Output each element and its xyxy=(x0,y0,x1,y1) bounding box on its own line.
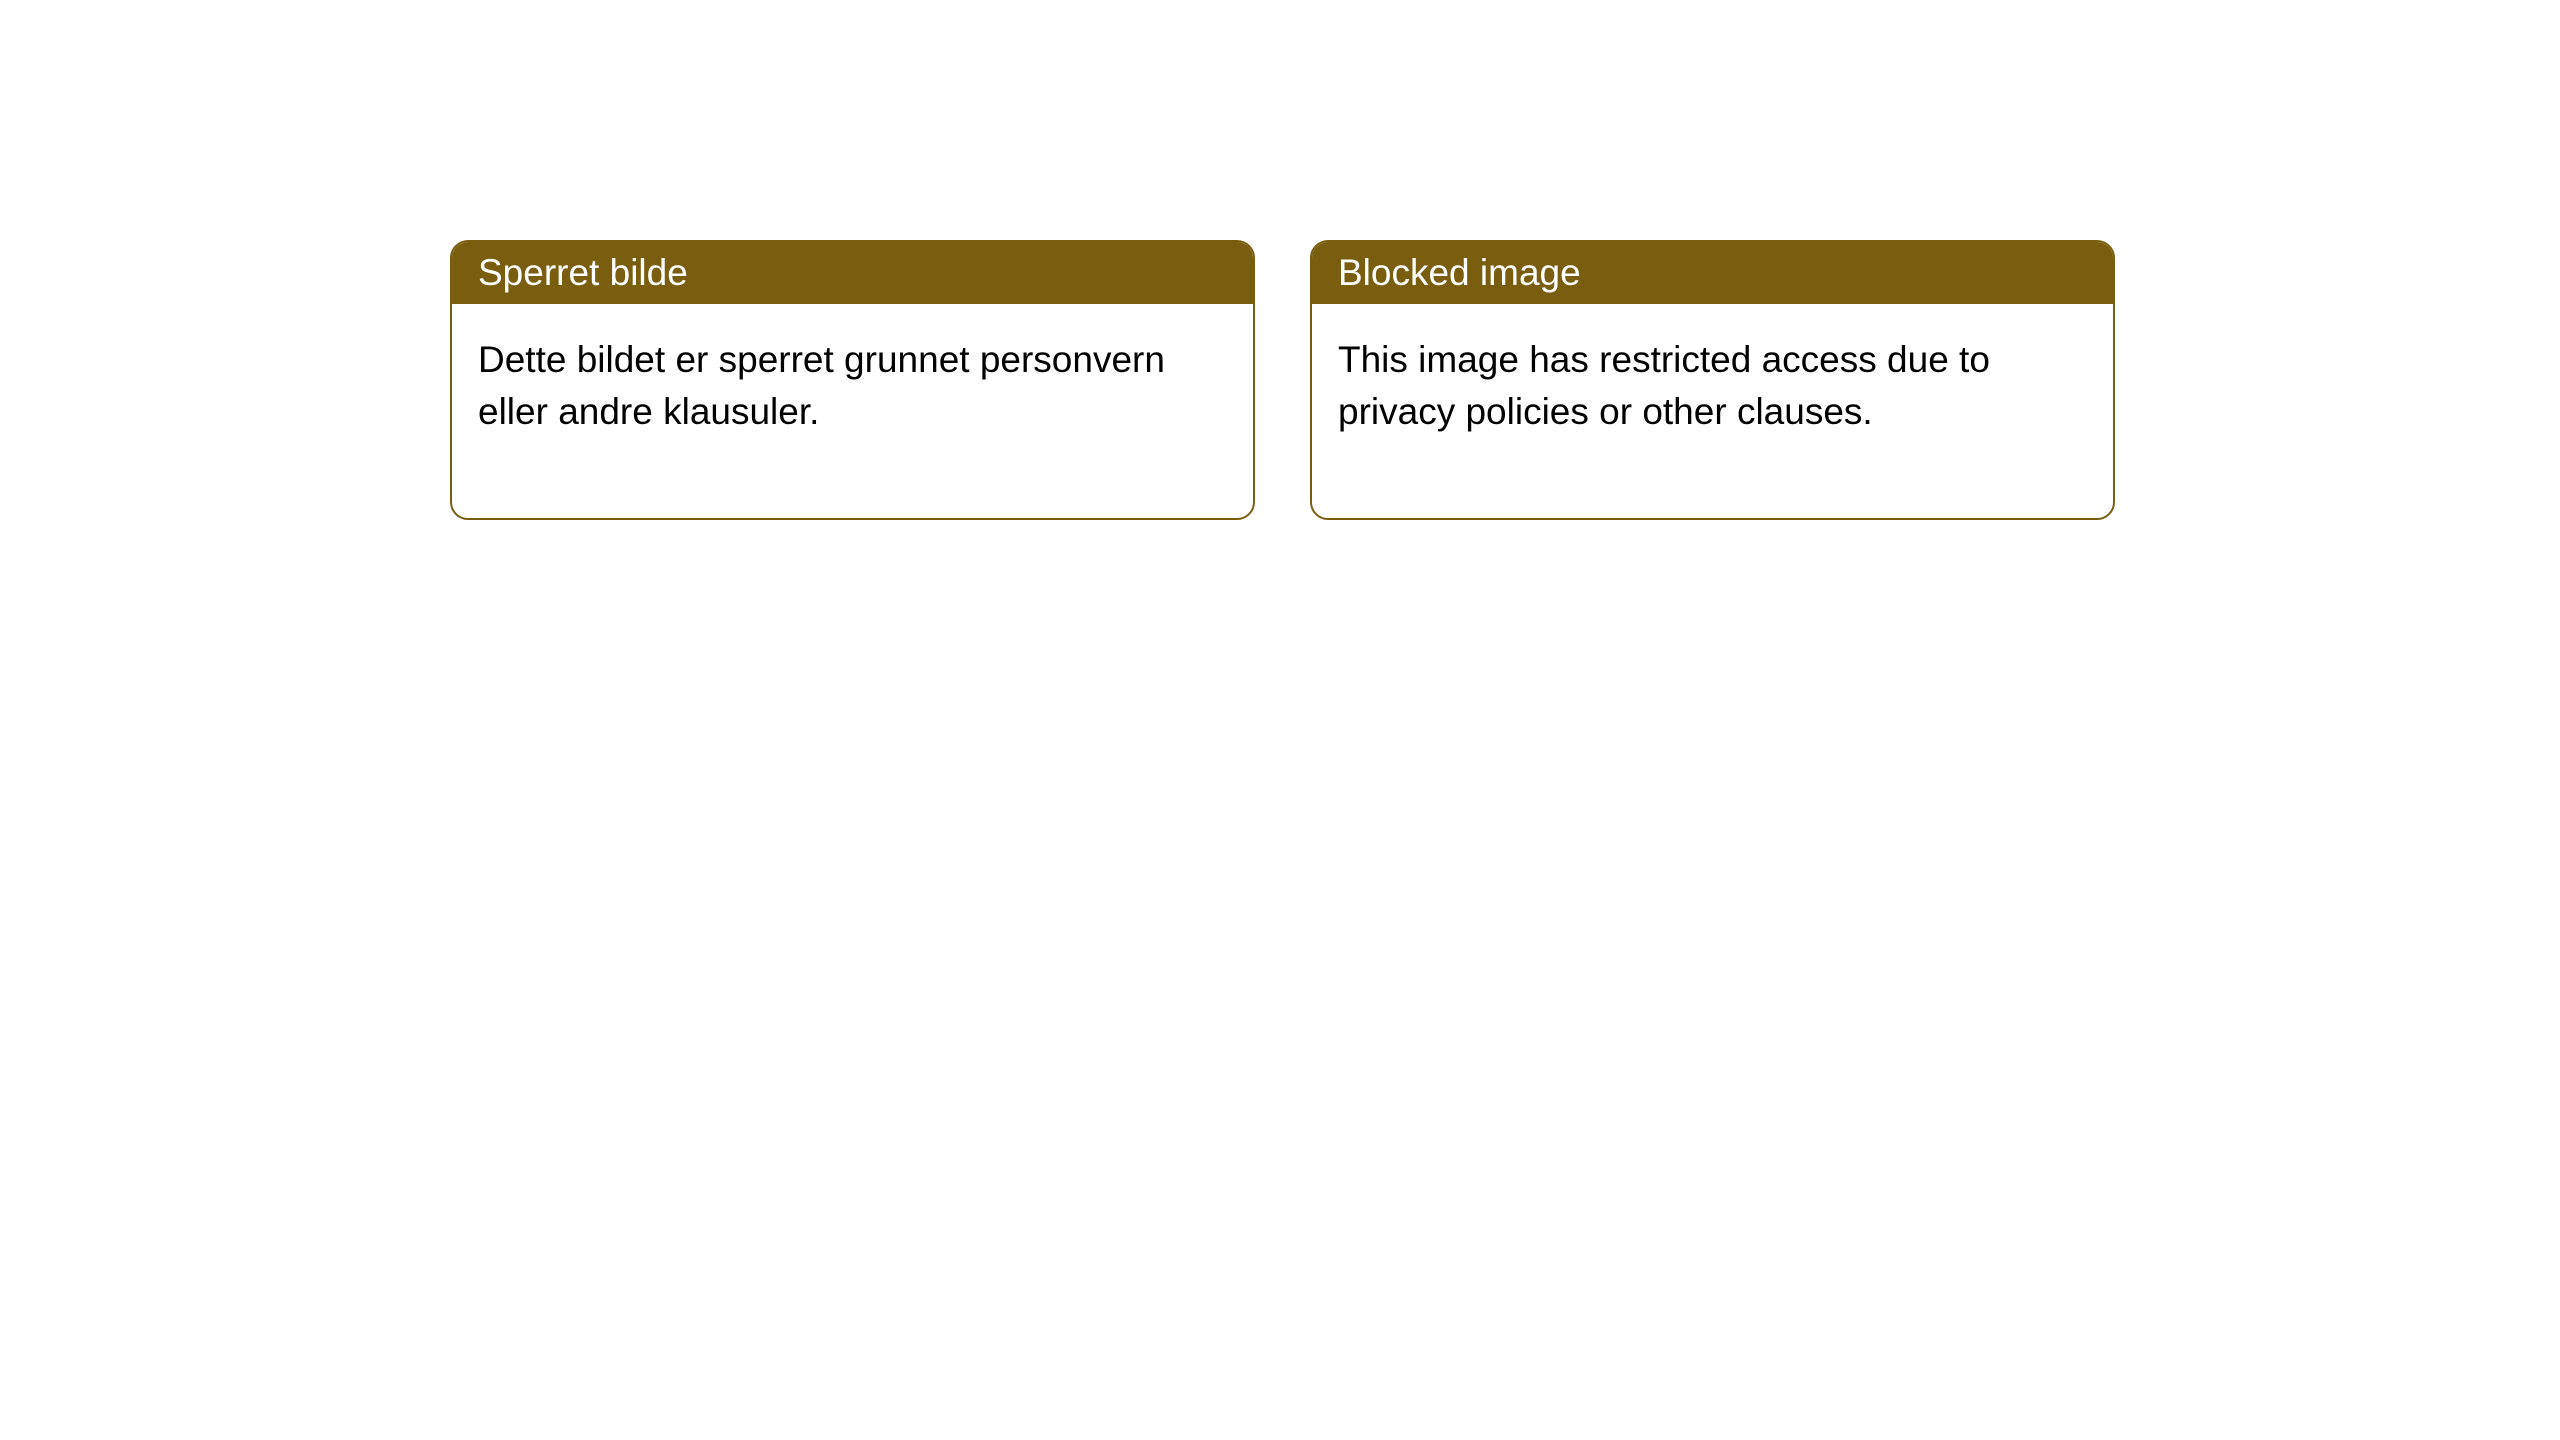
box-header: Blocked image xyxy=(1312,242,2113,304)
box-title: Blocked image xyxy=(1338,252,1581,293)
blocked-image-box-no: Sperret bilde Dette bildet er sperret gr… xyxy=(450,240,1255,520)
blocked-image-box-en: Blocked image This image has restricted … xyxy=(1310,240,2115,520)
box-header: Sperret bilde xyxy=(452,242,1253,304)
box-body: Dette bildet er sperret grunnet personve… xyxy=(452,304,1253,518)
box-body-text: Dette bildet er sperret grunnet personve… xyxy=(478,339,1165,432)
box-title: Sperret bilde xyxy=(478,252,688,293)
box-body-text: This image has restricted access due to … xyxy=(1338,339,1990,432)
box-body: This image has restricted access due to … xyxy=(1312,304,2113,518)
message-container: Sperret bilde Dette bildet er sperret gr… xyxy=(0,0,2560,520)
